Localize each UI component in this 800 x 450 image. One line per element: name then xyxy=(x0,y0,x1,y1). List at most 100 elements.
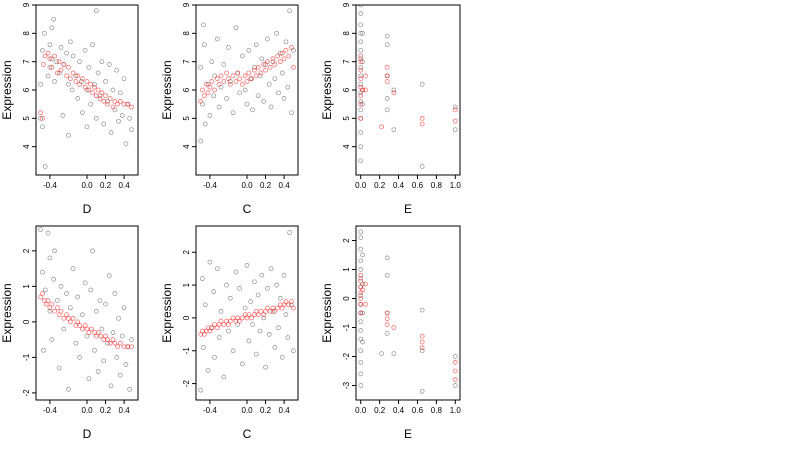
observed-point xyxy=(360,101,365,107)
y-tick-label: 6 xyxy=(22,87,31,92)
observed-point xyxy=(358,359,364,365)
observed-point xyxy=(67,39,73,45)
observed-point xyxy=(38,115,43,121)
y-tick-label: 8 xyxy=(22,31,31,36)
observed-point xyxy=(358,258,364,264)
observed-point xyxy=(58,284,64,289)
fitted-point xyxy=(235,70,241,76)
observed-point xyxy=(358,328,364,333)
fitted-point xyxy=(58,67,64,73)
observed-point xyxy=(246,47,252,53)
y-tick-label: 4 xyxy=(342,144,351,149)
x-tick-label: 0.4 xyxy=(279,406,291,415)
x-tick-label: 0.0 xyxy=(81,181,93,190)
observed-point xyxy=(40,124,45,130)
fitted-point xyxy=(58,308,64,314)
x-tick-label: 0.6 xyxy=(412,406,424,415)
fitted-point xyxy=(84,79,90,84)
fitted-point xyxy=(203,81,209,87)
fitted-point xyxy=(45,298,51,303)
observed-point xyxy=(116,315,121,321)
fitted-point xyxy=(384,64,390,70)
fitted-point xyxy=(70,70,76,76)
fitted-point xyxy=(358,278,364,284)
fitted-point xyxy=(129,104,134,110)
x-tick-label: 1.0 xyxy=(450,181,462,190)
fitted-point xyxy=(227,318,233,324)
fitted-point xyxy=(358,310,364,316)
observed-point xyxy=(358,235,364,240)
observed-point xyxy=(106,62,112,67)
observed-point xyxy=(285,84,291,90)
fitted-point xyxy=(379,124,384,130)
fitted-point xyxy=(263,67,268,73)
observed-point xyxy=(360,59,365,65)
fitted-point xyxy=(272,308,278,314)
fitted-point xyxy=(117,340,123,346)
scatter-panel-2: -0.4 0.0 0.2 0.4 4 5 6 7 8 9 C Expression xyxy=(160,2,299,216)
fitted-point xyxy=(38,110,44,116)
observed-point xyxy=(230,348,236,354)
observed-point xyxy=(209,59,215,65)
fitted-point xyxy=(90,90,95,96)
observed-point xyxy=(358,130,364,135)
fitted-point xyxy=(201,93,207,99)
points-layer xyxy=(358,229,458,394)
observed-point xyxy=(255,292,261,298)
fitted-point xyxy=(246,312,252,318)
fitted-point xyxy=(92,84,97,90)
observed-point xyxy=(118,372,123,378)
observed-point xyxy=(244,263,250,268)
fitted-point xyxy=(88,81,94,87)
fitted-point xyxy=(233,79,239,84)
fitted-point xyxy=(275,53,281,59)
observed-point xyxy=(237,286,242,291)
fitted-point xyxy=(267,308,273,314)
observed-point xyxy=(66,132,71,138)
x-tick-label: 0.2 xyxy=(374,181,386,190)
fitted-point xyxy=(227,81,233,87)
observed-point xyxy=(270,309,276,314)
fitted-point xyxy=(363,301,368,307)
observed-point xyxy=(218,309,224,314)
observed-point xyxy=(272,76,278,82)
observed-point xyxy=(283,312,289,317)
fitted-point xyxy=(419,121,425,127)
fitted-point xyxy=(54,305,60,311)
observed-point xyxy=(358,107,364,113)
fitted-point xyxy=(358,301,364,307)
observed-point xyxy=(207,113,213,118)
fitted-point xyxy=(40,291,45,296)
fitted-point xyxy=(391,325,397,330)
y-tick-label: 8 xyxy=(182,31,191,36)
x-tick-label: 0.8 xyxy=(431,181,443,190)
fitted-point xyxy=(97,96,103,101)
observed-point xyxy=(216,104,222,110)
observed-point xyxy=(47,64,53,70)
observed-point xyxy=(118,90,123,96)
observed-point xyxy=(129,127,134,133)
x-tick-label: 0.0 xyxy=(241,181,253,190)
observed-point xyxy=(54,298,60,303)
plot-frame xyxy=(355,225,461,401)
observed-point xyxy=(274,30,280,36)
fitted-point xyxy=(264,59,270,65)
x-tick-label: 0.0 xyxy=(241,406,253,415)
fitted-point xyxy=(67,76,73,82)
observed-point xyxy=(103,301,108,307)
observed-point xyxy=(116,118,121,124)
observed-point xyxy=(272,345,278,350)
fitted-point xyxy=(290,305,296,311)
fitted-point xyxy=(384,79,390,84)
observed-point xyxy=(201,22,206,28)
fitted-point xyxy=(41,62,46,67)
fitted-point xyxy=(61,315,67,321)
y-tick-label: 5 xyxy=(182,116,191,121)
observed-point xyxy=(360,339,365,345)
fitted-point xyxy=(358,115,364,121)
observed-point xyxy=(384,107,390,113)
observed-point xyxy=(58,45,64,50)
fitted-point xyxy=(419,333,425,339)
observed-point xyxy=(452,383,458,388)
y-tick-label: -2 xyxy=(22,389,31,397)
